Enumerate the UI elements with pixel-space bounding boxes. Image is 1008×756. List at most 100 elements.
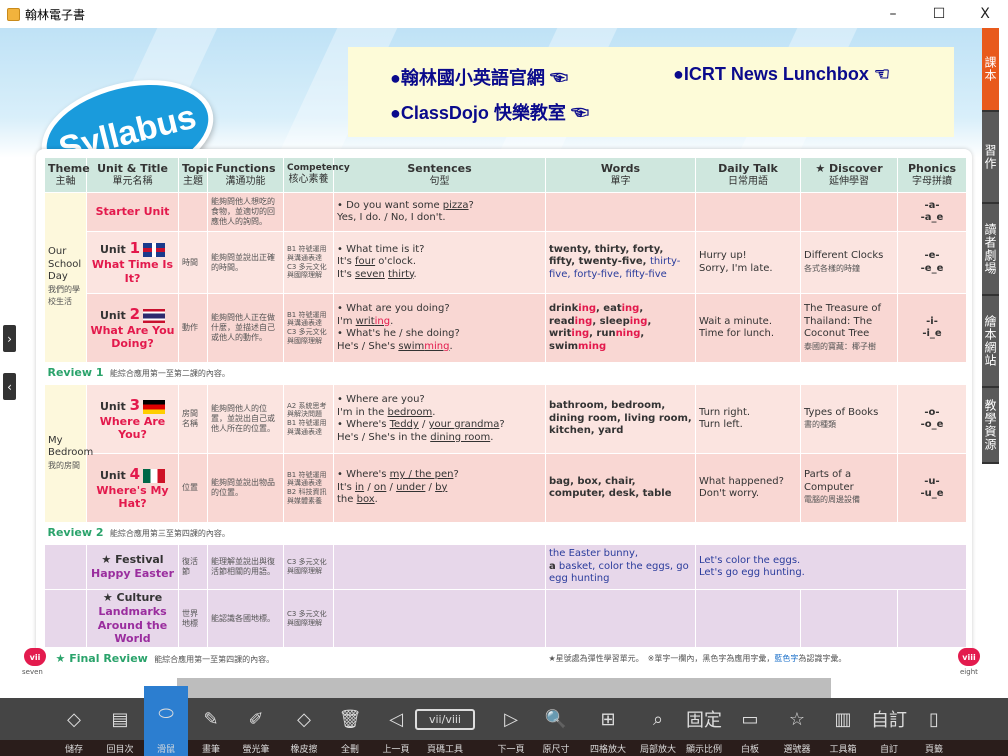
col-functions: Functions 溝通功能 bbox=[207, 157, 284, 193]
minimize-button[interactable]: – bbox=[889, 6, 897, 22]
tool-original-size-button[interactable]: 🔍 原尺寸 bbox=[534, 698, 578, 756]
tool-next-page-button[interactable]: ▷ 下一頁 bbox=[489, 698, 533, 756]
thailand-flag-icon bbox=[143, 308, 166, 323]
previous-page-icon: ◁ bbox=[389, 708, 403, 730]
sentences-cell: • Do you want some pizza? Yes, I do. / N… bbox=[333, 192, 546, 232]
uk-flag-icon bbox=[143, 243, 166, 258]
table-row: ★ Culture Landmarks Around the World 世界地標… bbox=[44, 589, 967, 648]
partial-zoom-icon: ⌕ bbox=[652, 708, 664, 730]
table-row: Unit 2 What Are You Doing? 動作 能夠問他人正在做什麼，… bbox=[44, 293, 967, 363]
tool-whiteboard-button[interactable]: ▭ 白板 bbox=[728, 698, 772, 756]
window-title: 翰林電子書 bbox=[25, 7, 86, 22]
page-number-right: viii bbox=[958, 648, 980, 666]
tool-label: 下一頁 bbox=[497, 744, 525, 755]
col-discover: ★ Discover 延伸學習 bbox=[800, 157, 898, 193]
eraser-icon: ◇ bbox=[297, 708, 311, 730]
tool-label: 自訂 bbox=[879, 744, 898, 755]
tool-pen-button[interactable]: ✎ 畫筆 bbox=[189, 698, 233, 756]
horizontal-scrollbar[interactable] bbox=[177, 678, 831, 698]
col-words: Words 單字 bbox=[545, 157, 696, 193]
tool-label: 回目次 bbox=[106, 744, 134, 755]
col-topic: Topic 主題 bbox=[178, 157, 214, 193]
save-icon: ◇ bbox=[67, 708, 81, 730]
tab-teaching-resources[interactable]: 教學資源 bbox=[982, 388, 999, 464]
tool-number-picker-button[interactable]: ☆ 選號器 bbox=[775, 698, 819, 756]
close-button[interactable]: X bbox=[980, 6, 990, 22]
col-unit: Unit & Title 單元名稱 bbox=[86, 157, 179, 193]
tab-workbook[interactable]: 習作 bbox=[982, 112, 999, 204]
tool-previous-page-button[interactable]: ◁ 上一頁 bbox=[374, 698, 418, 756]
tool-custom-button[interactable]: 自訂 自訂 bbox=[867, 698, 911, 756]
col-daily-talk: Daily Talk 日常用語 bbox=[695, 157, 801, 193]
tool-four-grid-zoom-button[interactable]: ⊞ 四格放大 bbox=[586, 698, 630, 756]
tool-page-tool-button[interactable]: vii/viii 頁碼工具 bbox=[405, 698, 485, 756]
title-bar: 翰林電子書 – ☐ X bbox=[0, 0, 1008, 28]
number-picker-icon: ☆ bbox=[788, 708, 806, 730]
four-grid-zoom-icon: ⊞ bbox=[600, 708, 616, 730]
tab-textbook[interactable]: 課本 bbox=[982, 28, 999, 112]
tool-label: 橡皮擦 bbox=[290, 744, 318, 755]
tool-label: 工具箱 bbox=[829, 744, 857, 755]
classdojo-link[interactable]: ●ClassDojo 快樂教室 ☜ bbox=[390, 103, 589, 123]
table-row: Unit 1 What Time Is It? 時間 能夠問並說出正確的時間。 B… bbox=[44, 231, 967, 294]
tool-label: 局部放大 bbox=[639, 744, 676, 755]
tool-label: 頁籤 bbox=[924, 744, 943, 755]
tool-toolbox-button[interactable]: ▥ 工具箱 bbox=[821, 698, 865, 756]
syllabus-table: Theme 主軸 Unit & Title 單元名稱 Topic 主題 Functio… bbox=[44, 157, 967, 670]
tool-label: 儲存 bbox=[64, 744, 83, 755]
whiteboard-icon: ▭ bbox=[741, 708, 759, 730]
tool-label: 頁碼工具 bbox=[426, 744, 463, 755]
delete-all-icon: 🗑 bbox=[338, 708, 362, 730]
icrt-link[interactable]: ●ICRT News Lunchbox ☜ bbox=[673, 64, 891, 84]
tool-display-ratio-button[interactable]: 固定 顯示比例 bbox=[682, 698, 726, 756]
table-row: My Bedroom 我的房間 Unit 3 Where Are You? 房間名稱… bbox=[44, 384, 967, 523]
app-icon bbox=[7, 7, 20, 21]
tool-bookmark-button[interactable]: ▯ 頁籤 bbox=[912, 698, 956, 756]
review-row: ★ Final Review 能綜合應用第一至第四課的內容。 ★星號處為彈性學習… bbox=[44, 647, 967, 670]
tool-label: 原尺寸 bbox=[542, 744, 570, 755]
table-row: Our School Day 我們的學校生活 Starter Unit 能夠問他人… bbox=[44, 192, 967, 363]
theme-cell: Our School Day 我們的學校生活 bbox=[44, 192, 87, 363]
tool-delete-all-button[interactable]: 🗑 全刪 bbox=[328, 698, 372, 756]
table-row: Unit 4 Where's My Hat? 位置 能夠問並說出物品的位置。 B1… bbox=[44, 453, 967, 523]
side-tabs: 課本 習作 讀者劇場 繪本網站 教學資源 bbox=[982, 28, 1008, 464]
tool-label: 白板 bbox=[740, 744, 759, 755]
back-to-contents-icon: ▤ bbox=[111, 708, 129, 730]
germany-flag-icon bbox=[143, 399, 166, 414]
tab-picture-book-site[interactable]: 繪本網站 bbox=[982, 296, 999, 388]
sentences-cell: • Where's my / the pen? It's in / on / u… bbox=[333, 453, 546, 523]
tool-partial-zoom-button[interactable]: ⌕ 局部放大 bbox=[636, 698, 680, 756]
collapse-left-arrow-icon[interactable]: ‹ bbox=[3, 373, 16, 400]
col-sentences: Sentences 句型 bbox=[333, 157, 546, 193]
header-row: Theme 主軸 Unit & Title 單元名稱 Topic 主題 Functio… bbox=[44, 157, 967, 193]
tool-eraser-button[interactable]: ◇ 橡皮擦 bbox=[282, 698, 326, 756]
links-banner: ●翰林國小英語官網 ☜ ●ICRT News Lunchbox ☜ ●Class… bbox=[348, 47, 954, 137]
tool-label: 螢光筆 bbox=[242, 744, 270, 755]
tool-label: 全刪 bbox=[340, 744, 359, 755]
tool-highlighter-button[interactable]: ✐ 螢光筆 bbox=[234, 698, 278, 756]
mouse-icon: ⬭ bbox=[158, 702, 174, 724]
tool-label: 滑鼠 bbox=[156, 744, 175, 755]
tool-save-button[interactable]: ◇ 儲存 bbox=[52, 698, 96, 756]
col-phonics: Phonics 字母拼讀 bbox=[897, 157, 967, 193]
tool-label: 四格放大 bbox=[589, 744, 626, 755]
page-tool-icon: vii/viii bbox=[414, 698, 475, 740]
tool-back-to-contents-button[interactable]: ▤ 回目次 bbox=[98, 698, 142, 756]
tool-label: 選號器 bbox=[783, 744, 811, 755]
sentences-cell: • Where are you? I'm in the bedroom. • W… bbox=[333, 384, 546, 454]
tool-mouse-button[interactable]: ⬭ 滑鼠 bbox=[144, 686, 188, 756]
tab-readers-theater[interactable]: 讀者劇場 bbox=[982, 204, 999, 296]
table-row: ★ Festival Happy Easter 復活節 能理解並說出與復活節相關的… bbox=[44, 544, 967, 590]
expand-right-arrow-icon[interactable]: › bbox=[3, 325, 16, 352]
highlighter-icon: ✐ bbox=[248, 708, 264, 730]
tool-label: 上一頁 bbox=[382, 744, 410, 755]
review-row: Review 2 能綜合應用第三至第四課的內容。 bbox=[44, 522, 967, 545]
page-number-left: vii bbox=[24, 648, 46, 666]
tool-label: 畫筆 bbox=[201, 744, 220, 755]
sentences-cell: • What time is it? It's four o'clock. It… bbox=[333, 231, 546, 294]
hanlin-english-link[interactable]: ●翰林國小英語官網 ☜ bbox=[390, 68, 568, 88]
sentences-cell: • What are you doing? I'm writing. • Wha… bbox=[333, 293, 546, 363]
toolbox-icon: ▥ bbox=[834, 708, 852, 730]
maximize-button[interactable]: ☐ bbox=[932, 6, 946, 22]
next-page-icon: ▷ bbox=[504, 708, 518, 730]
